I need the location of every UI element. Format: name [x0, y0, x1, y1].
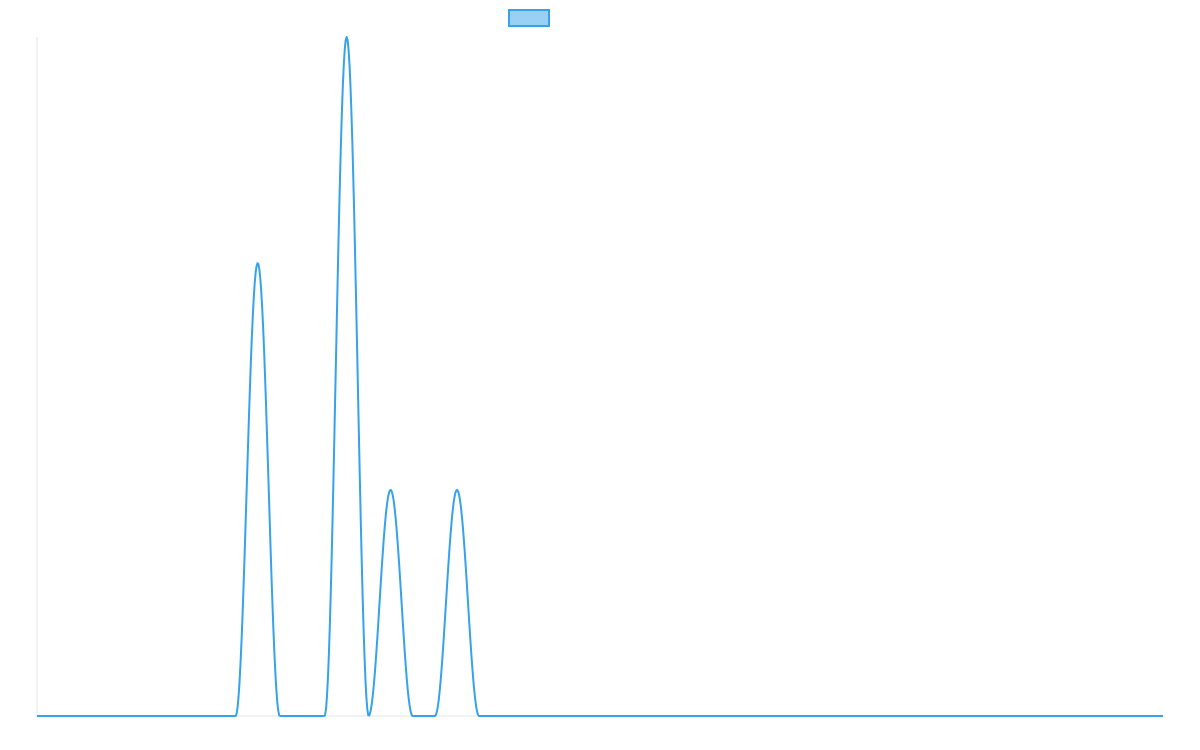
- legend-swatch: [508, 9, 550, 27]
- series-line: [36, 36, 1164, 717]
- legend[interactable]: [508, 9, 558, 27]
